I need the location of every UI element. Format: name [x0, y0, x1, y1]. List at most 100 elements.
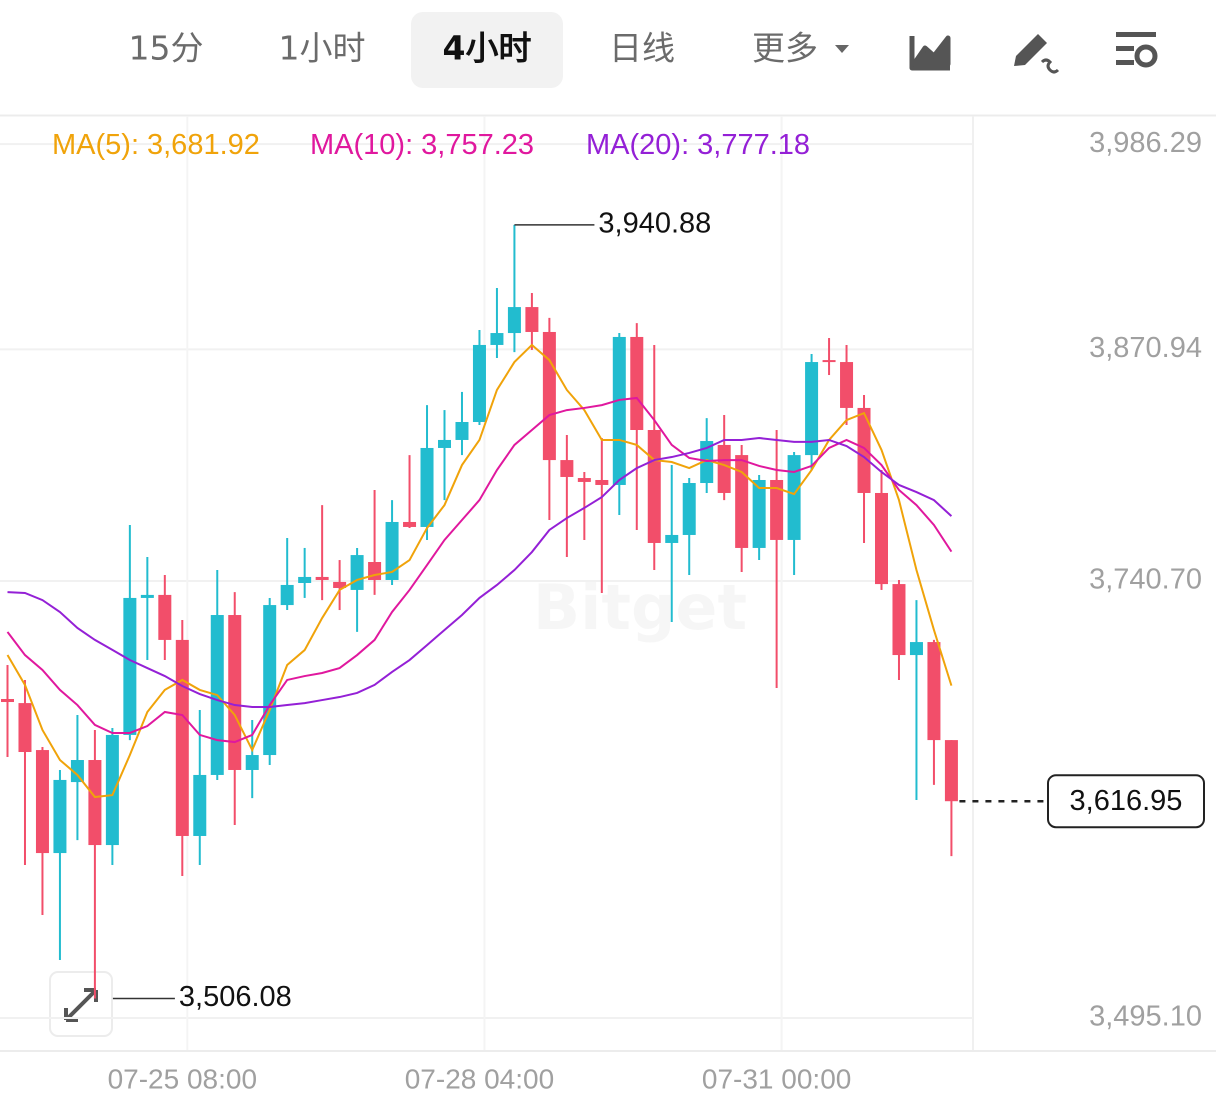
x-tick-label: 07-25 08:00 — [108, 1063, 257, 1094]
candle-body — [542, 331, 556, 461]
candle-body — [909, 642, 923, 656]
candle-body — [857, 407, 871, 493]
candle-body — [385, 521, 399, 580]
ma-line — [6, 396, 953, 744]
icon-bar — [1116, 60, 1134, 65]
icon-bar — [1116, 46, 1134, 51]
icon-axes — [909, 36, 950, 71]
candle-body — [630, 336, 644, 431]
candle-body — [647, 430, 661, 543]
candle-body — [787, 455, 801, 540]
draw-tool-icon[interactable] — [1014, 34, 1060, 74]
candle-body — [577, 478, 591, 482]
candle-body — [1, 698, 14, 703]
candle-body — [438, 439, 451, 448]
active-tab-background — [411, 12, 563, 88]
icon-area — [911, 35, 951, 67]
candle-body — [840, 362, 854, 408]
candle-body — [612, 336, 626, 485]
candle-body — [140, 594, 154, 598]
timeframe-tab[interactable]: 15分 — [129, 29, 204, 68]
candle-body — [472, 344, 486, 422]
chart-type-icon[interactable] — [909, 35, 951, 71]
icon-pen — [1014, 34, 1047, 66]
candle-body — [752, 479, 766, 548]
ma-readout: MA(10): 3,757.23 — [310, 129, 534, 161]
candle-body — [263, 605, 277, 756]
candle-body — [805, 362, 819, 456]
candle-body — [403, 521, 417, 527]
icon-bar — [1116, 32, 1156, 37]
ma-value: 3,777.18 — [697, 129, 810, 161]
candle-body — [333, 581, 347, 588]
timeframe-tab[interactable]: 日线 — [609, 29, 675, 68]
candle-body — [455, 421, 469, 440]
candle-body — [245, 755, 259, 770]
candle-body — [525, 307, 539, 332]
candle-body — [35, 750, 49, 854]
candle-body — [892, 584, 906, 656]
ma-value: 3,681.92 — [147, 129, 260, 161]
extreme-label: 3,506.08 — [179, 981, 292, 1013]
candle-body — [280, 584, 294, 606]
ma-value: 3,757.23 — [421, 129, 534, 161]
candle-body — [700, 441, 714, 484]
candle-body — [770, 479, 784, 540]
candle-body — [595, 479, 609, 485]
x-tick-label: 07-31 00:00 — [702, 1063, 851, 1094]
candle-body — [560, 460, 574, 477]
candle-body — [822, 360, 836, 363]
ma-readout: MA(20): 3,777.18 — [586, 129, 810, 161]
candle-body — [350, 555, 364, 590]
candle-body — [875, 492, 888, 585]
candle-body — [193, 774, 207, 836]
y-tick-label: 3,495.10 — [1089, 1001, 1202, 1033]
ma-name: MA(10): — [310, 129, 413, 161]
icon-s — [1040, 58, 1060, 74]
settings-icon[interactable] — [1116, 32, 1158, 68]
candle-body — [18, 703, 32, 753]
icon-gear — [1134, 44, 1158, 68]
x-tick-label: 07-28 04:00 — [405, 1063, 554, 1094]
candle-body — [228, 615, 242, 770]
y-tick-label: 3,986.29 — [1089, 127, 1202, 159]
y-tick-label: 3,740.70 — [1089, 564, 1202, 596]
candle-body — [717, 444, 731, 493]
candle-body — [735, 455, 749, 548]
ma-readout: MA(5): 3,681.92 — [52, 129, 260, 161]
candle-body — [53, 779, 67, 854]
ma-line — [6, 343, 953, 799]
timeframe-tab[interactable]: 1小时 — [279, 29, 366, 68]
timeframe-tab[interactable]: 更多 — [752, 29, 818, 68]
timeframe-tab[interactable]: 4小时 — [443, 29, 532, 68]
ma-name: MA(5): — [52, 129, 139, 161]
ma-line — [7, 437, 953, 708]
expand-button[interactable] — [49, 971, 113, 1037]
ma-name: MA(20): — [586, 129, 689, 161]
candle-body — [315, 576, 329, 580]
candle-body — [490, 333, 504, 345]
extreme-label: 3,940.88 — [598, 208, 711, 240]
candle-body — [70, 760, 84, 783]
watermark: Bitget — [533, 571, 747, 644]
candle-body — [88, 760, 102, 846]
toolbar — [0, 12, 1216, 117]
last-price-label: 3,616.95 — [1070, 785, 1183, 817]
dropdown-caret — [835, 45, 849, 53]
last-price-box — [1047, 774, 1205, 829]
candle-body — [158, 594, 172, 640]
candle-body — [927, 642, 941, 741]
expand-arrows — [64, 988, 98, 1022]
candle-body — [123, 597, 137, 735]
candle-body — [298, 576, 312, 583]
candle-body — [665, 534, 679, 543]
candle-body — [944, 740, 958, 802]
candle-body — [175, 639, 189, 836]
candle-body — [507, 307, 521, 334]
candle-body — [105, 734, 119, 846]
candle-body — [420, 447, 434, 527]
y-tick-label: 3,870.94 — [1089, 332, 1202, 364]
candle-body — [682, 483, 696, 535]
